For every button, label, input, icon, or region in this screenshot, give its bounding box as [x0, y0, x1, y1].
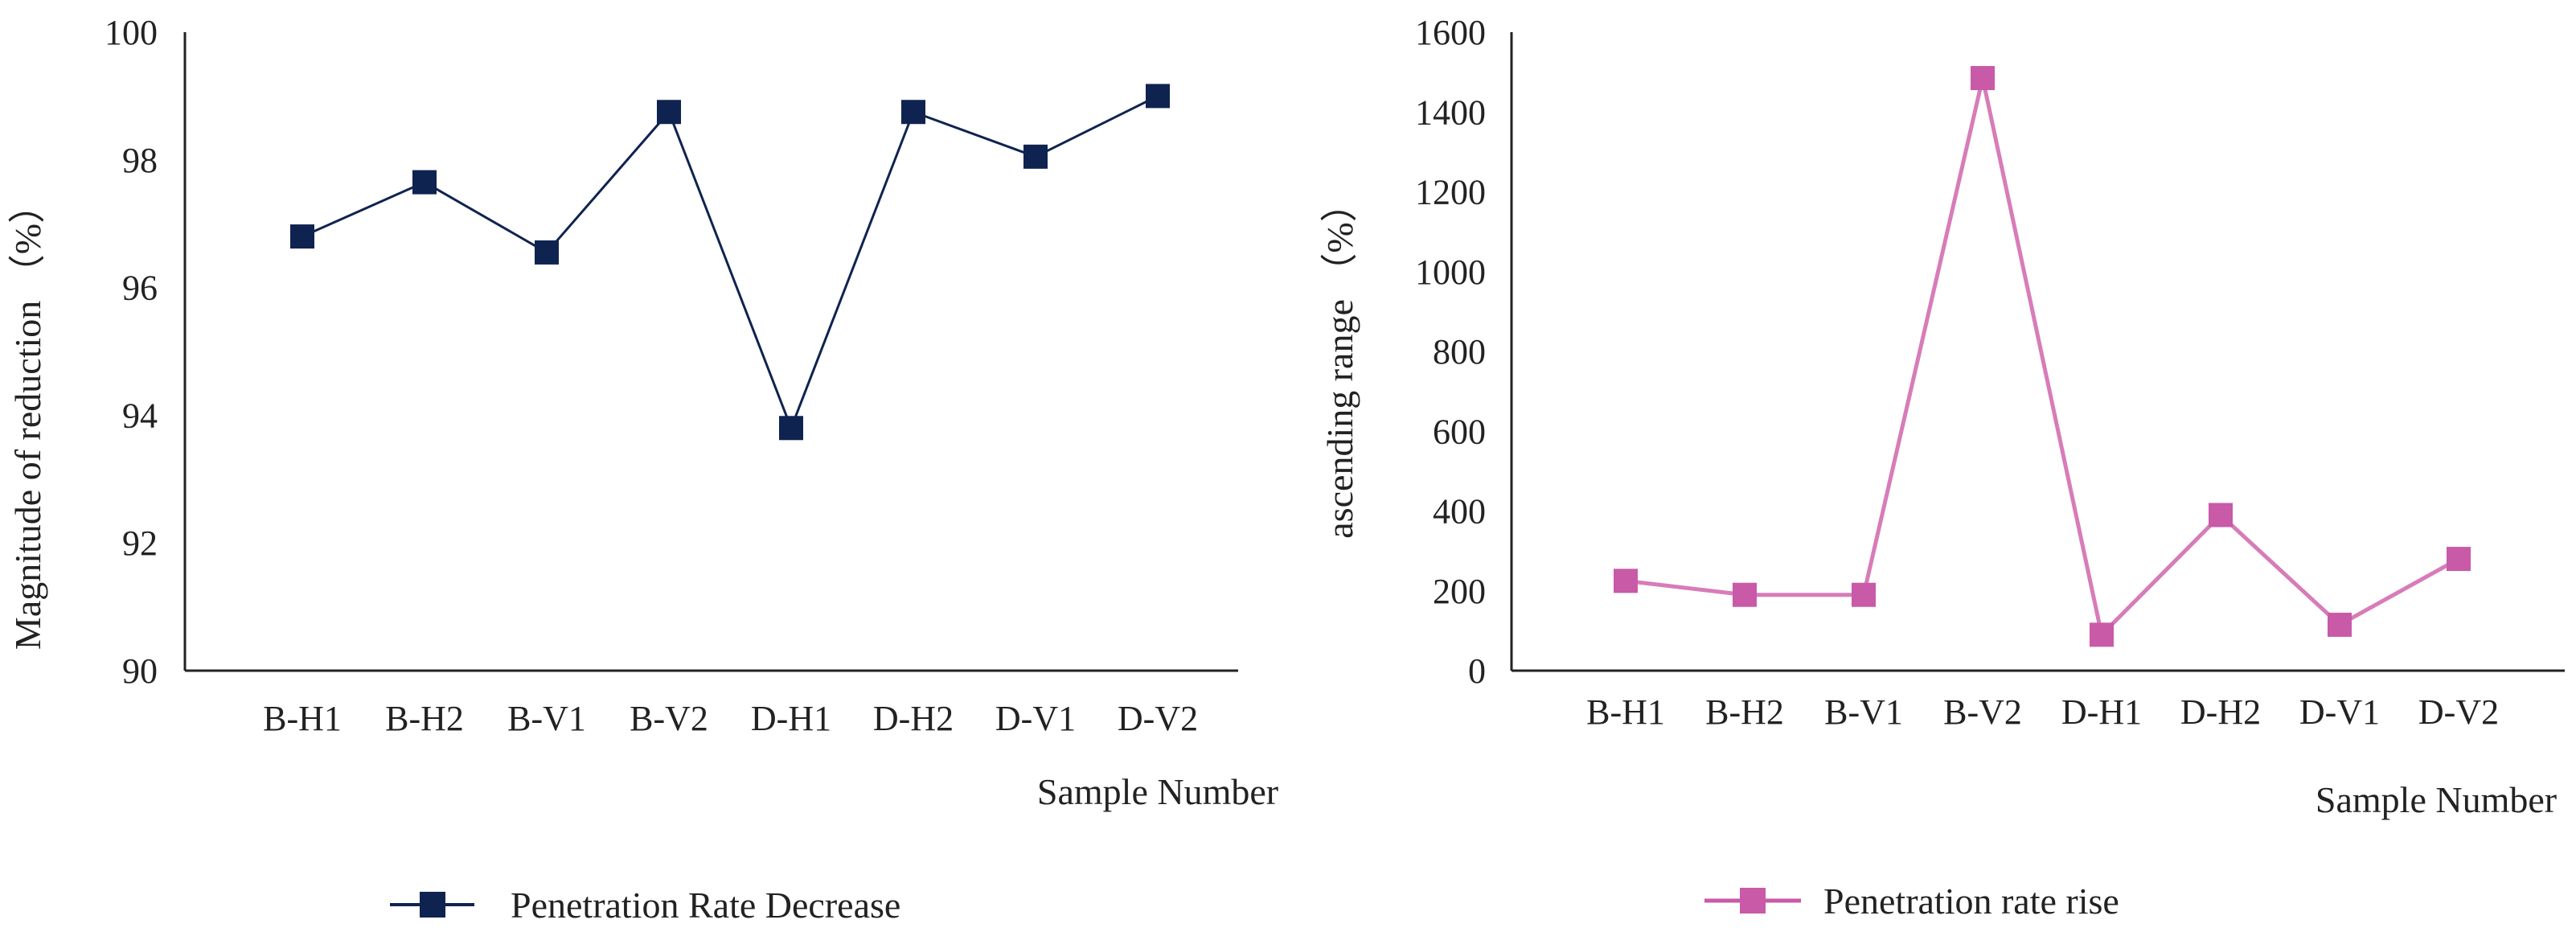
- series-line: [1625, 76, 2460, 637]
- data-point-marker: [901, 100, 925, 125]
- y-tick-label: 1400: [1415, 92, 1486, 132]
- x-tick-labels: B-H1 B-H2 B-V1 B-V2 D-H1 D-H2 D-V1 D-V2: [1586, 692, 2499, 732]
- data-point-marker: [779, 416, 803, 441]
- data-point-marker: [1733, 582, 1757, 607]
- y-axis-label: Magnitude of reduction （%）: [7, 187, 48, 650]
- data-point-marker: [2209, 503, 2233, 528]
- y-tick-labels: 90 92 94 96 98 100: [105, 13, 158, 691]
- chart-penetration-rate-decrease: 90 92 94 96 98 100 B-H1 B-H2 B-V1 B-V2 D-H1 D-H2 D-…: [7, 13, 1278, 926]
- y-tick-label: 0: [1468, 651, 1486, 691]
- x-tick-label: B-H2: [385, 699, 464, 738]
- legend: Penetration Rate Decrease: [390, 885, 900, 926]
- x-tick-label: D-V1: [2299, 692, 2380, 732]
- data-point-marker: [1023, 144, 1048, 169]
- data-point-marker: [2090, 622, 2114, 647]
- x-tick-label: D-H2: [873, 699, 954, 738]
- x-tick-label: B-H1: [1586, 692, 1665, 732]
- x-tick-label: B-V2: [630, 699, 708, 738]
- legend-marker-swatch: [1740, 888, 1766, 914]
- x-tick-label: B-H1: [263, 699, 342, 738]
- y-tick-label: 96: [122, 269, 158, 308]
- x-tick-label: B-V2: [1943, 692, 2022, 732]
- y-tick-label: 94: [122, 396, 158, 435]
- y-tick-label: 92: [122, 523, 158, 563]
- y-axis-label: ascending range （%）: [1319, 185, 1360, 538]
- x-axis-label: Sample Number: [2316, 779, 2557, 820]
- data-point-marker: [412, 170, 437, 195]
- data-point-marker: [1971, 66, 1995, 91]
- x-tick-label: D-V1: [995, 699, 1076, 738]
- x-tick-label: D-V2: [1118, 699, 1198, 738]
- legend-label: Penetration rate rise: [1823, 881, 2119, 922]
- y-tick-label: 600: [1433, 412, 1486, 451]
- data-point-marker: [2328, 612, 2352, 637]
- x-tick-label: B-V1: [507, 699, 586, 738]
- data-point-marker: [1146, 84, 1170, 109]
- y-tick-label: 90: [122, 651, 158, 691]
- y-tick-label: 1600: [1415, 13, 1486, 52]
- series-penetration-rate-rise: [1614, 66, 2471, 647]
- legend-marker-swatch: [420, 892, 445, 918]
- y-tick-label: 800: [1433, 332, 1486, 372]
- data-point-marker: [535, 240, 559, 265]
- x-tick-label: D-H1: [2061, 692, 2142, 732]
- x-tick-label: D-V2: [2418, 692, 2499, 732]
- legend: Penetration rate rise: [1704, 881, 2119, 922]
- x-tick-labels: B-H1 B-H2 B-V1 B-V2 D-H1 D-H2 D-V1 D-V2: [263, 699, 1198, 738]
- x-tick-label: D-H2: [2180, 692, 2261, 732]
- data-point-marker: [2447, 547, 2471, 572]
- x-tick-label: B-H2: [1705, 692, 1784, 732]
- data-point-marker: [1852, 582, 1876, 607]
- series-penetration-rate-decrease: [290, 84, 1170, 441]
- y-tick-label: 1200: [1415, 173, 1486, 212]
- x-tick-label: D-H1: [751, 699, 831, 738]
- y-tick-label: 400: [1433, 492, 1486, 532]
- legend-label: Penetration Rate Decrease: [511, 885, 900, 926]
- y-tick-labels: 0 200 400 600 800 1000 1200 1400 1600: [1415, 13, 1486, 691]
- x-tick-label: B-V1: [1824, 692, 1903, 732]
- series-line: [301, 95, 1159, 429]
- y-tick-label: 98: [122, 141, 158, 180]
- data-point-marker: [1614, 569, 1638, 593]
- data-point-marker: [290, 224, 314, 249]
- x-axis-label: Sample Number: [1037, 771, 1278, 812]
- data-point-marker: [657, 100, 681, 125]
- y-tick-label: 200: [1433, 572, 1486, 611]
- y-tick-label: 1000: [1415, 253, 1486, 292]
- y-tick-label: 100: [105, 13, 158, 52]
